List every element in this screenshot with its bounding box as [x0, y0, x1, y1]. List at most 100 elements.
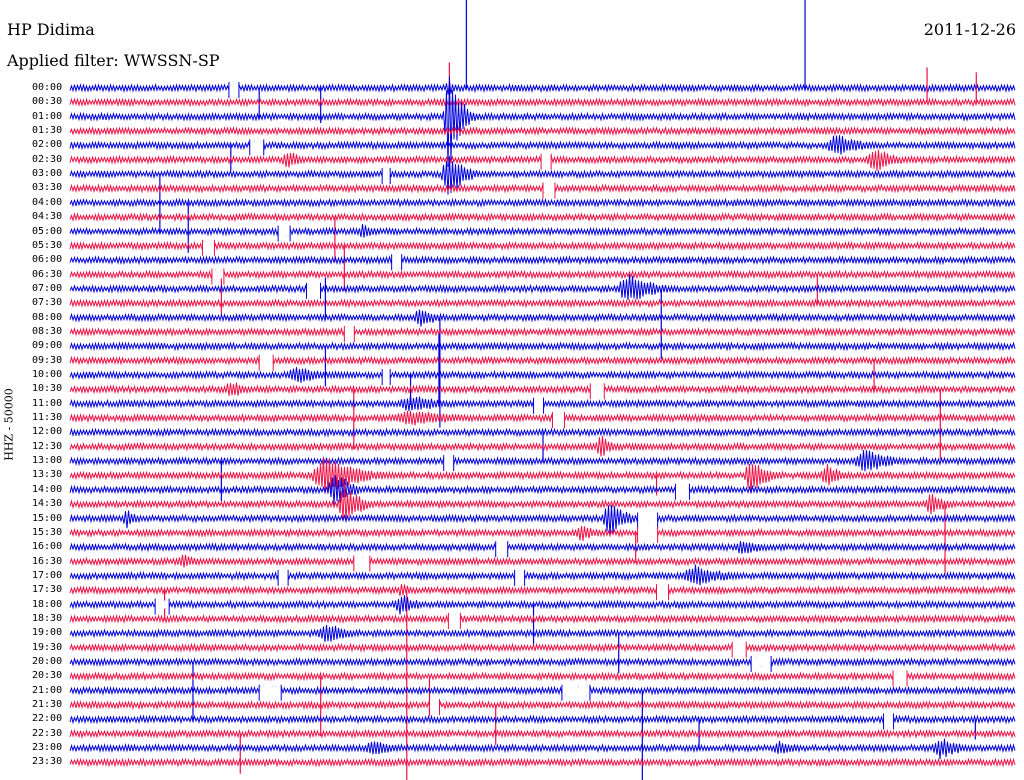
time-label: 01:30	[32, 125, 63, 137]
time-label: 13:30	[32, 469, 63, 481]
time-label: 00:00	[32, 82, 63, 93]
time-label: 08:30	[32, 325, 63, 337]
time-label: 09:00	[32, 340, 63, 352]
trace-row-0130	[69, 125, 1016, 137]
trace-row-0900	[69, 341, 1016, 352]
time-label: 03:00	[32, 168, 63, 180]
data-gap	[228, 84, 239, 92]
data-gap	[552, 414, 565, 423]
data-gap	[514, 571, 525, 580]
time-label: 05:30	[32, 239, 63, 251]
time-label: 22:30	[32, 727, 63, 739]
trace-row-0430	[69, 212, 1016, 223]
data-gap	[202, 241, 215, 250]
time-label: 23:30	[32, 756, 63, 768]
data-gap	[259, 356, 274, 365]
trace-row-0530	[69, 240, 1016, 251]
data-gap	[751, 658, 772, 666]
trace-row-1900	[69, 624, 1016, 643]
trace-row-0500	[69, 224, 1016, 238]
trace-row-0400	[69, 197, 1016, 208]
time-label: 08:00	[32, 311, 63, 323]
time-label: 09:30	[32, 354, 63, 366]
time-label: 18:30	[32, 612, 63, 624]
trace-row-2100	[69, 685, 1016, 696]
trace-row-2130	[69, 699, 1016, 711]
time-label: 11:00	[32, 397, 63, 409]
filter-label: Applied filter: WWSSN-SP	[7, 51, 220, 70]
trace-row-0100	[69, 76, 1016, 167]
time-label: 21:00	[32, 684, 63, 696]
time-label: 18:00	[32, 598, 63, 610]
data-gap	[344, 327, 355, 336]
trace-row-1000	[69, 367, 1016, 383]
trace-row-0600	[69, 255, 1016, 266]
time-label: 19:00	[32, 627, 63, 639]
trace-row-1130	[69, 410, 1016, 426]
time-label: 15:30	[32, 526, 63, 538]
trace-row-1230	[69, 436, 1016, 457]
data-gap	[675, 485, 690, 494]
time-label: 19:30	[32, 641, 63, 653]
time-label: 03:30	[32, 182, 63, 194]
trace-row-1500	[69, 504, 1016, 537]
time-label: 06:00	[32, 254, 63, 266]
trace-row-0200	[69, 135, 1016, 155]
trace-row-1400	[69, 475, 1016, 505]
data-gap	[561, 686, 590, 695]
trace-row-1030	[69, 382, 1016, 396]
time-label: 05:00	[32, 225, 63, 237]
trace-row-1800	[69, 595, 1016, 615]
data-gap	[211, 270, 224, 279]
trace-row-1200	[69, 427, 1016, 438]
data-gap	[883, 715, 894, 724]
data-gap	[541, 155, 552, 164]
trace-row-2030	[69, 671, 1016, 682]
trace-row-0730	[69, 298, 1016, 309]
data-gap	[391, 256, 402, 265]
time-label: 12:30	[32, 440, 63, 452]
time-label: 13:00	[32, 455, 63, 467]
trace-row-1430	[69, 483, 1016, 522]
time-label: 17:30	[32, 584, 63, 596]
trace-row-1600	[69, 541, 1016, 554]
trace-row-0830	[69, 326, 1016, 338]
time-label: 07:00	[32, 282, 63, 294]
data-gap	[278, 571, 289, 580]
data-gap	[893, 672, 908, 681]
data-gap	[155, 600, 170, 609]
trace-row-0700	[69, 274, 1016, 301]
time-label: 10:00	[32, 369, 63, 380]
trace-row-0800	[69, 309, 1016, 327]
data-gap	[249, 141, 264, 150]
station-title: HP Didima	[7, 20, 95, 39]
data-gap	[278, 227, 291, 236]
trace-row-0030	[69, 97, 1016, 108]
trace-row-0630	[69, 269, 1016, 280]
time-label: 02:30	[32, 153, 63, 165]
data-gap	[590, 385, 605, 394]
time-label: 02:00	[32, 139, 63, 151]
data-gap	[259, 686, 282, 695]
data-gap	[543, 184, 555, 193]
time-label: 14:30	[32, 498, 63, 510]
time-label: 00:30	[32, 96, 63, 108]
trace-row-1530	[69, 526, 1016, 542]
trace-row-0300	[69, 156, 1016, 195]
time-label: 17:00	[32, 569, 63, 581]
time-label: 11:30	[32, 412, 63, 424]
time-label: 14:00	[32, 483, 63, 495]
time-label: 07:30	[32, 297, 63, 309]
trace-row-1700	[69, 564, 1016, 586]
trace-row-2000	[69, 656, 1016, 668]
trace-row-2200	[69, 714, 1016, 725]
time-label: 22:00	[32, 713, 63, 725]
time-label: 20:00	[32, 656, 63, 667]
data-gap	[495, 543, 508, 552]
data-gap	[353, 557, 370, 566]
time-label: 20:30	[32, 670, 63, 682]
time-label: 12:00	[32, 426, 63, 438]
trace-row-1730	[69, 584, 1016, 596]
time-label: 10:30	[32, 383, 63, 395]
